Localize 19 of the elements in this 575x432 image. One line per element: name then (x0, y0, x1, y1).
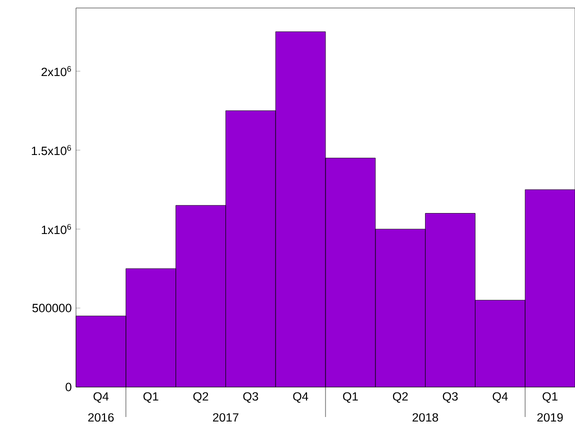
x-tick-label: Q4 (293, 392, 308, 403)
x-tick-label: Q4 (492, 392, 508, 403)
x-tick-label: Q3 (243, 392, 258, 403)
x-tick-label: Q1 (542, 392, 558, 403)
x-tick-label: Q2 (193, 392, 208, 403)
y-tick-label: 500000 (32, 304, 72, 312)
x-tick-label: Q3 (442, 392, 458, 403)
y-tick-label: 1.5x10$^{6}$ (32, 145, 71, 156)
x-tick-label: Q2 (392, 392, 408, 403)
text: 2019 (537, 413, 563, 422)
x-tick-label: Q1 (143, 392, 158, 403)
y-tick-label: 1x10$^{6}$ (42, 224, 71, 234)
y-tick-label: 0 (66, 382, 72, 392)
text: 2017 (213, 413, 238, 422)
y-tick-label: 2x10$^{6}$ (42, 66, 71, 76)
x-tick-label: Q1 (343, 392, 358, 403)
x-tick-label: Q4 (94, 392, 109, 403)
text: 2018 (412, 413, 438, 422)
text: 2016 (88, 413, 114, 422)
